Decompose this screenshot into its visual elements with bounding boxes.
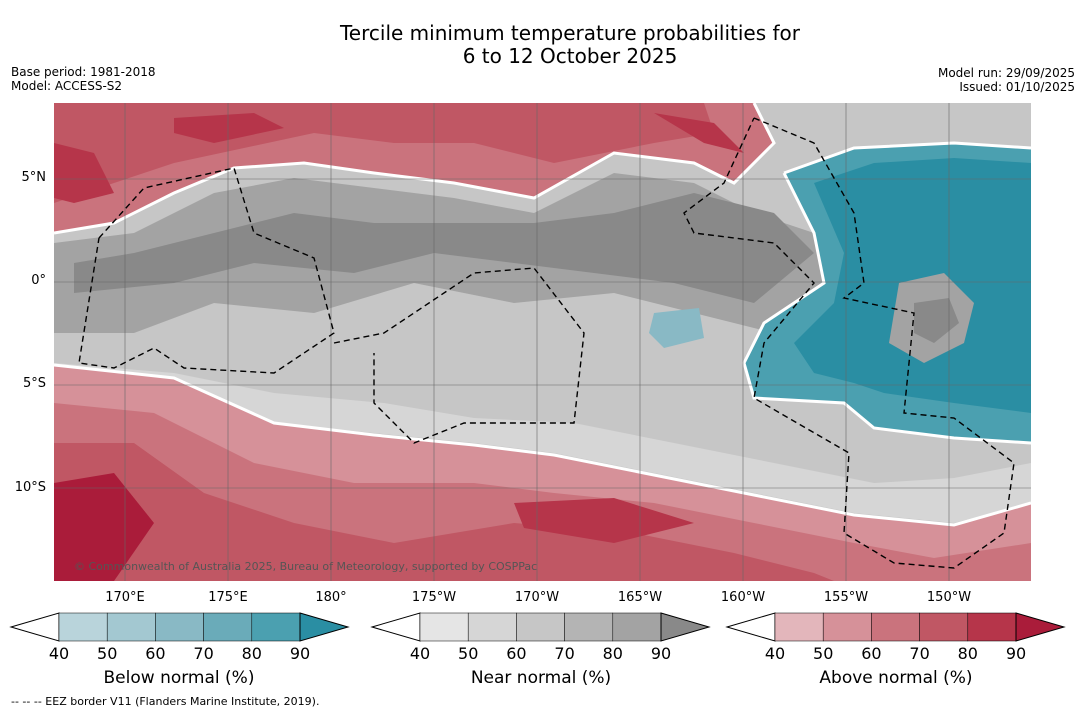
map-title: Tercile minimum temperature probabilitie… — [0, 22, 1085, 68]
south-near-light — [54, 363, 1031, 523]
below-colorbar-min-extend — [9, 612, 60, 642]
south-above-spot — [514, 498, 694, 543]
above-colorbar-max-extend — [1015, 612, 1066, 642]
below-colorbar-segment — [106, 612, 156, 642]
above-colorbar-tick-label: 40 — [765, 644, 785, 663]
north-above-core-west — [54, 143, 114, 203]
meta-left: Base period: 1981-2018 Model: ACCESS-S2 — [11, 65, 156, 93]
south-above-inner — [54, 443, 834, 581]
near-normal-core — [74, 193, 814, 303]
model-run: Model run: 29/09/2025 — [937, 66, 1075, 80]
lon-label-160w: 160°W — [720, 590, 766, 605]
below-colorbar-tick-label: 90 — [290, 644, 310, 663]
above-colorbar-segment — [774, 612, 824, 642]
meta-right: Model run: 29/09/2025 Issued: 01/10/2025 — [938, 66, 1075, 94]
above-colorbar-tick-label: 60 — [861, 644, 881, 663]
contour-south — [54, 363, 1031, 527]
contour-north — [54, 103, 776, 235]
near-normal-label: Near normal (%) — [470, 668, 612, 688]
above-colorbar-min-extend — [725, 612, 776, 642]
above-colorbar-tick-label: 70 — [909, 644, 929, 663]
issued-date: Issued: 01/10/2025 — [959, 80, 1075, 94]
near-colorbar-min-extend — [370, 612, 421, 642]
below-colorbar-tick-label: 60 — [145, 644, 165, 663]
central-below-patch — [649, 308, 704, 348]
below-colorbar-tick-label: 50 — [97, 644, 117, 663]
above-colorbar-segment — [822, 612, 872, 642]
above-colorbar-segment — [967, 612, 1017, 642]
eez-footnote: -- -- -- EEZ border V11 (Flanders Marine… — [11, 695, 320, 708]
near-colorbar-tick-label: 50 — [458, 644, 478, 663]
lat-label-5s: 5°S — [22, 376, 46, 391]
above-colorbar-segment — [919, 612, 969, 642]
below-colorbar-tick-label: 80 — [242, 644, 262, 663]
colorbars: 40 50 60 70 80 90 40 50 60 70 80 90 40 50 60 70 80 90 — [9, 612, 1066, 663]
near-colorbar: 40 50 60 70 80 90 — [370, 612, 711, 663]
below-colorbar-tick-label: 70 — [193, 644, 213, 663]
below-colorbar-segment — [155, 612, 204, 642]
above-colorbar-tick-label: 80 — [958, 644, 978, 663]
near-colorbar-tick-label: 80 — [603, 644, 623, 663]
copyright: © Commonwealth of Australia 2025, Bureau… — [74, 560, 537, 573]
below-normal-label: Below normal (%) — [103, 668, 255, 688]
above-colorbar: 40 50 60 70 80 90 — [725, 612, 1066, 663]
near-colorbar-tick-label: 40 — [410, 644, 430, 663]
above-normal-label: Above normal (%) — [819, 668, 973, 688]
lon-label-175w: 175°W — [411, 590, 457, 605]
north-above-core — [654, 113, 744, 153]
probability-map: © Commonwealth of Australia 2025, Bureau… — [54, 103, 1031, 581]
contour-east — [742, 141, 1031, 445]
east-near-island-core — [914, 298, 959, 343]
near-colorbar-max-extend — [660, 612, 711, 642]
lon-label-170e: 170°E — [105, 590, 145, 605]
near-colorbar-segment — [419, 612, 469, 642]
above-colorbar-segment — [871, 612, 920, 642]
below-colorbar: 40 50 60 70 80 90 — [9, 612, 350, 663]
lon-label-150w: 150°W — [926, 590, 972, 605]
near-colorbar-segment — [564, 612, 614, 642]
lat-label-5n: 5°N — [21, 170, 47, 185]
near-colorbar-tick-label: 90 — [651, 644, 671, 663]
south-above-core — [54, 473, 154, 581]
lat-label-10s: 10°S — [14, 480, 46, 495]
lon-label-155w: 155°W — [823, 590, 869, 605]
below-colorbar-max-extend — [299, 612, 350, 642]
graticule — [54, 103, 1031, 581]
model-name: Model: ACCESS-S2 — [11, 79, 123, 93]
north-above-spot — [174, 113, 284, 143]
below-colorbar-segment — [251, 612, 301, 642]
lon-label-165w: 165°W — [617, 590, 663, 605]
near-colorbar-tick-label: 60 — [506, 644, 526, 663]
base-period: Base period: 1981-2018 — [11, 65, 156, 79]
eez-borders — [78, 117, 1015, 569]
above-colorbar-tick-label: 50 — [813, 644, 833, 663]
near-colorbar-tick-label: 70 — [554, 644, 574, 663]
lat-label-0: 0° — [31, 273, 46, 288]
near-colorbar-segment — [612, 612, 662, 642]
lon-label-175e: 175°E — [208, 590, 248, 605]
near-colorbar-segment — [516, 612, 565, 642]
title-line-2: 6 to 12 October 2025 — [462, 44, 678, 68]
below-colorbar-tick-label: 40 — [49, 644, 69, 663]
title-line-1: Tercile minimum temperature probabilitie… — [339, 21, 801, 45]
above-colorbar-tick-label: 90 — [1006, 644, 1026, 663]
below-colorbar-segment — [58, 612, 108, 642]
lon-label-170w: 170°W — [514, 590, 560, 605]
lon-label-180: 180° — [315, 590, 347, 605]
near-colorbar-segment — [467, 612, 517, 642]
below-colorbar-segment — [203, 612, 253, 642]
